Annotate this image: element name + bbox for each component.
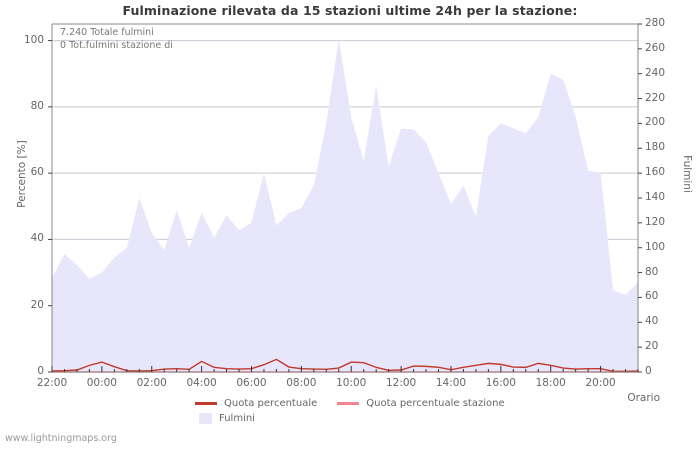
- area-series-fulmini: [52, 38, 638, 372]
- x-axis-tick-label: 12:00: [385, 377, 417, 389]
- y-axis-right-tick-label: 60: [645, 290, 659, 303]
- y-axis-right-tick-label: 160: [645, 166, 666, 179]
- legend-swatch-icon: [337, 402, 360, 405]
- annotation-total-lightning: 7.240 Totale fulmini: [60, 27, 154, 38]
- y-axis-right-tick-label: 180: [645, 141, 666, 154]
- x-axis-tick-label: 16:00: [485, 377, 516, 389]
- watermark: www.lightningmaps.org: [5, 433, 117, 444]
- y-axis-right-tick-label: 260: [645, 41, 666, 54]
- y-axis-left-tick-label: 40: [30, 232, 44, 245]
- x-axis-tick-label: 02:00: [136, 377, 167, 389]
- legend-label: Quota percentuale stazione: [366, 398, 505, 409]
- legend-label: Quota percentuale: [224, 398, 318, 409]
- line-series-quota-percentuale: [51, 358, 639, 373]
- y-axis-left-tick-label: 80: [30, 99, 44, 112]
- legend-item[interactable]: Fulmini: [195, 413, 255, 425]
- y-axis-left-tick-label: 100: [23, 33, 44, 46]
- legend-row-top: Quota percentuale Quota percentuale stazi…: [195, 398, 525, 410]
- y-axis-right-tick-label: 220: [645, 91, 666, 104]
- y-axis-right-tick-label: 200: [645, 116, 666, 129]
- legend-swatch-icon: [199, 413, 212, 424]
- y-axis-right-tick-label: 120: [645, 215, 666, 228]
- x-axis-tick-label: 04:00: [186, 377, 217, 389]
- x-axis-tick-label: 10:00: [336, 377, 367, 389]
- y-axis-right-tick-label: 140: [645, 191, 666, 203]
- y-axis-left-tick-label: 60: [30, 166, 44, 179]
- legend-swatch-icon: [195, 402, 217, 405]
- axis-lines: [51, 23, 639, 373]
- y-axis-left-tick-label: 20: [30, 298, 44, 311]
- y-axis-left-tick-label: 0: [37, 365, 44, 377]
- x-axis-label: Orario: [627, 392, 660, 404]
- x-axis-tick-label: 06:00: [236, 377, 267, 389]
- annotation-station-lightning: 0 Tot.fulmini stazione di: [60, 40, 173, 51]
- x-axis-tick-label: 14:00: [435, 377, 467, 389]
- y-axis-right-tick-label: 100: [645, 240, 666, 253]
- y-axis-right-tick-label: 40: [645, 315, 659, 328]
- chart-title: Fulminazione rilevata da 15 stazioni ult…: [122, 3, 578, 18]
- legend-item[interactable]: Quota percentuale: [195, 398, 317, 410]
- y-axis-right-tick-label: 0: [645, 365, 652, 377]
- x-axis-tick-label: 08:00: [286, 377, 317, 389]
- x-axis-tick-label: 00:00: [86, 377, 117, 389]
- legend-row-bottom: Fulmini: [195, 413, 275, 425]
- y-axis-right-tick-label: 80: [645, 265, 659, 278]
- legend-label: Fulmini: [219, 413, 255, 424]
- y-axis-right-tick-label: 280: [645, 17, 666, 29]
- y-axis-right-tick-label: 240: [645, 66, 666, 79]
- legend-item[interactable]: Quota percentuale stazione: [337, 398, 505, 410]
- tick-marks: [48, 23, 642, 373]
- x-axis-tick-label: 18:00: [535, 377, 566, 389]
- y-axis-right-tick-label: 20: [645, 340, 659, 353]
- x-axis-tick-label: 20:00: [585, 377, 616, 389]
- x-axis-tick-label: 22:00: [36, 377, 68, 389]
